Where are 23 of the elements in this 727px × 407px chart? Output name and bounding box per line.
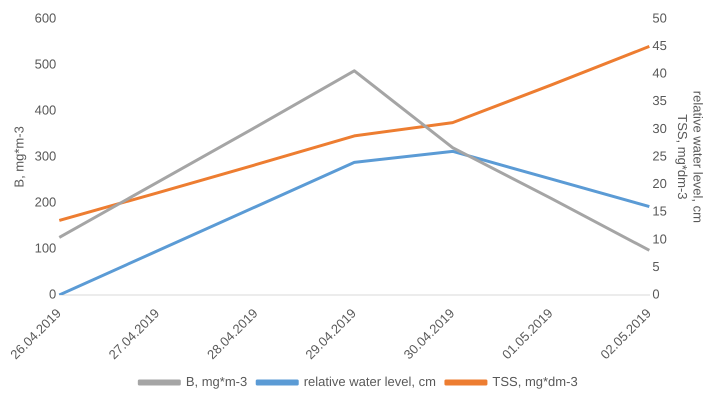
y2-tick-label: 35 [652,93,667,108]
y2-tick-label: 5 [652,258,660,274]
y-tick-label: 0 [49,286,56,302]
y2-tick-label: 40 [652,66,667,81]
y2-tick-label: 50 [652,10,667,26]
legend-label: TSS, mg*dm-3 [492,374,578,390]
y2-tick-label: 20 [652,176,667,192]
y-axis-title: B, mg*m-3 [11,126,26,188]
y-tick-label: 400 [34,102,56,118]
y-tick-label: 500 [34,56,56,72]
y-tick-label: 600 [34,10,56,26]
legend-label: B, mg*m-3 [186,374,248,390]
y2-tick-label: 25 [652,148,667,164]
y-tick-label: 200 [34,194,56,210]
y2-tick-label: 45 [652,38,667,53]
y-tick-label: 300 [34,148,56,164]
y2-tick-label: 0 [652,286,660,302]
y-tick-label: 100 [34,240,56,256]
legend-label: relative water level, cm [304,374,436,390]
y2-axis-title: relative water level, cm TSS, mg*dm-3 [675,90,706,223]
y2-tick-label: 30 [652,120,667,136]
y2-tick-label: 15 [652,204,667,219]
y2-tick-label: 10 [652,231,667,246]
